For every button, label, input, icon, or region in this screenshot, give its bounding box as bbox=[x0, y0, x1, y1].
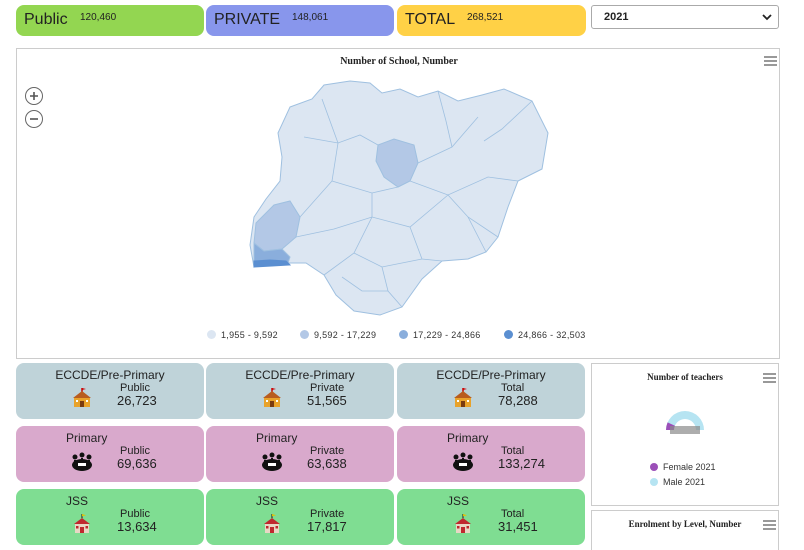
legend-dot bbox=[207, 330, 216, 339]
legend-label: Male 2021 bbox=[663, 477, 706, 487]
male-slice[interactable] bbox=[666, 411, 704, 430]
enrolment-panel: Enrolment by Level, Number bbox=[591, 510, 779, 550]
donut-label-overlap bbox=[670, 426, 700, 434]
private-label: PRIVATE bbox=[214, 11, 281, 28]
school-building-icon bbox=[454, 388, 472, 407]
legend-label: 9,592 - 17,229 bbox=[314, 330, 377, 340]
enrolment-title: Enrolment by Level, Number bbox=[628, 519, 742, 529]
plus-icon bbox=[30, 92, 38, 100]
legend-label: 24,866 - 32,503 bbox=[518, 330, 586, 340]
legend-dot bbox=[399, 330, 408, 339]
legend-item-2[interactable]: 9,592 - 17,229 bbox=[300, 330, 376, 340]
hamburger-menu-icon[interactable] bbox=[763, 373, 776, 383]
card-value: 51,565 bbox=[307, 393, 347, 408]
legend-dot bbox=[504, 330, 513, 339]
card-level: JSS bbox=[256, 494, 279, 508]
chevron-down-icon bbox=[762, 14, 772, 21]
card-level: ECCDE/Pre-Primary bbox=[436, 368, 546, 382]
legend-item-4[interactable]: 24,866 - 32,503 bbox=[504, 330, 586, 340]
jss-public-card: JSS Public 13,634 bbox=[16, 489, 204, 545]
legend-dot bbox=[650, 478, 658, 486]
total-summary-card: TOTAL 268,521 bbox=[397, 5, 586, 36]
card-category: Total bbox=[501, 445, 525, 457]
card-category: Public bbox=[120, 445, 150, 457]
primary-public-card: Primary Public 69,636 bbox=[16, 426, 204, 482]
public-value: 120,460 bbox=[80, 12, 117, 23]
school-building-icon bbox=[73, 388, 91, 407]
year-select-value: 2021 bbox=[604, 11, 629, 23]
private-summary-card: PRIVATE 148,061 bbox=[206, 5, 394, 36]
house-flag-icon bbox=[74, 514, 90, 533]
hamburger-menu-icon[interactable] bbox=[763, 520, 776, 530]
card-value: 13,634 bbox=[117, 519, 157, 534]
school-building-icon bbox=[263, 388, 281, 407]
legend-label: 1,955 - 9,592 bbox=[221, 330, 278, 340]
total-value: 268,521 bbox=[467, 12, 504, 23]
card-level: JSS bbox=[447, 494, 470, 508]
card-category: Public bbox=[120, 382, 150, 394]
children-group-icon bbox=[262, 452, 282, 471]
jss-total-card: JSS Total 31,451 bbox=[397, 489, 585, 545]
eccde-private-card: ECCDE/Pre-Primary Private 51,565 bbox=[206, 363, 394, 419]
eccde-public-card: ECCDE/Pre-Primary Public 26,723 bbox=[16, 363, 204, 419]
total-label: TOTAL bbox=[405, 11, 456, 28]
children-group-icon bbox=[453, 452, 473, 471]
children-group-icon bbox=[72, 452, 92, 471]
card-value: 69,636 bbox=[117, 456, 157, 471]
legend-label: 17,229 - 24,866 bbox=[413, 330, 481, 340]
legend-label: Female 2021 bbox=[663, 462, 716, 472]
map-legend: 1,955 - 9,592 9,592 - 17,229 17,229 - 24… bbox=[17, 330, 781, 344]
card-category: Total bbox=[501, 382, 525, 394]
card-value: 31,451 bbox=[498, 519, 538, 534]
legend-item-3[interactable]: 17,229 - 24,866 bbox=[399, 330, 481, 340]
card-value: 63,638 bbox=[307, 456, 347, 471]
jss-private-card: JSS Private 17,817 bbox=[206, 489, 394, 545]
nigeria-map[interactable] bbox=[242, 77, 552, 322]
card-category: Private bbox=[310, 382, 345, 394]
public-label: Public bbox=[24, 11, 68, 28]
map-region-lagos[interactable] bbox=[253, 259, 292, 268]
primary-total-card: Primary Total 133,274 bbox=[397, 426, 585, 482]
house-flag-icon bbox=[455, 514, 471, 533]
school-map-panel: Number of School, Number bbox=[16, 48, 780, 359]
zoom-in-button[interactable] bbox=[25, 87, 43, 105]
public-summary-card: Public 120,460 bbox=[16, 5, 204, 36]
card-value: 78,288 bbox=[498, 393, 538, 408]
zoom-out-button[interactable] bbox=[25, 110, 43, 128]
minus-icon bbox=[30, 118, 38, 120]
teachers-panel: Number of teachers Female 2021 Male 2021 bbox=[591, 363, 779, 506]
card-value: 26,723 bbox=[117, 393, 157, 408]
teachers-semi-donut[interactable] bbox=[662, 406, 708, 436]
primary-private-card: Primary Private 63,638 bbox=[206, 426, 394, 482]
card-category: Total bbox=[501, 508, 525, 520]
card-level: Primary bbox=[66, 431, 108, 445]
year-select[interactable]: 2021 bbox=[591, 5, 779, 29]
legend-female[interactable]: Female 2021 bbox=[650, 462, 716, 472]
card-category: Private bbox=[310, 445, 345, 457]
private-value: 148,061 bbox=[292, 12, 329, 23]
teachers-title: Number of teachers bbox=[647, 372, 723, 382]
house-flag-icon bbox=[264, 514, 280, 533]
card-value: 133,274 bbox=[498, 456, 545, 471]
card-value: 17,817 bbox=[307, 519, 347, 534]
eccde-total-card: ECCDE/Pre-Primary Total 78,288 bbox=[397, 363, 585, 419]
card-level: ECCDE/Pre-Primary bbox=[245, 368, 355, 382]
card-category: Public bbox=[120, 508, 150, 520]
map-title: Number of School, Number bbox=[340, 56, 458, 67]
hamburger-menu-icon[interactable] bbox=[764, 56, 777, 66]
card-level: Primary bbox=[447, 431, 489, 445]
card-level: JSS bbox=[66, 494, 89, 508]
map-country-shape[interactable] bbox=[249, 80, 549, 316]
legend-item-1[interactable]: 1,955 - 9,592 bbox=[207, 330, 278, 340]
card-level: ECCDE/Pre-Primary bbox=[55, 368, 165, 382]
card-category: Private bbox=[310, 508, 345, 520]
legend-male[interactable]: Male 2021 bbox=[650, 477, 705, 487]
card-level: Primary bbox=[256, 431, 298, 445]
legend-dot bbox=[300, 330, 309, 339]
legend-dot bbox=[650, 463, 658, 471]
